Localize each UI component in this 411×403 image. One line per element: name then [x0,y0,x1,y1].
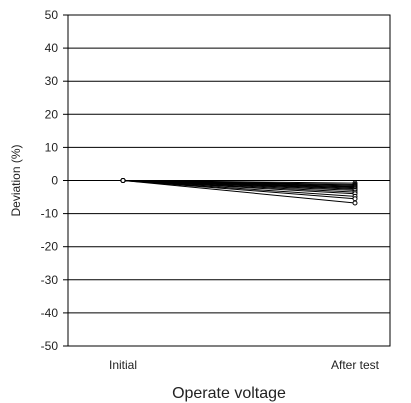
y-tick-label: 50 [45,8,59,22]
y-tick-label: 20 [45,107,59,121]
y-tick-label: 0 [51,174,58,188]
x-tick-label: After test [331,358,380,372]
y-tick-label: 10 [45,140,59,154]
grid-lines [63,15,390,346]
y-axis-title: Deviation (%) [9,144,23,216]
y-tick-label: 30 [45,74,59,88]
y-tick-label: 40 [45,41,59,55]
y-tick-label: -30 [41,273,59,287]
y-tick-label: -40 [41,306,59,320]
y-tick-labels: 50 40 30 20 10 0 -10 -20 -30 -40 -50 [41,8,59,353]
y-tick-label: -10 [41,207,59,221]
data-point [353,197,357,201]
x-axis-title: Operate voltage [172,385,286,402]
data-point [121,179,125,183]
y-tick-label: -50 [41,339,59,353]
data-point [353,201,357,205]
x-tick-labels: Initial After test [109,358,380,372]
y-tick-label: -20 [41,240,59,254]
x-tick-label: Initial [109,358,137,372]
series-lines [123,181,355,204]
